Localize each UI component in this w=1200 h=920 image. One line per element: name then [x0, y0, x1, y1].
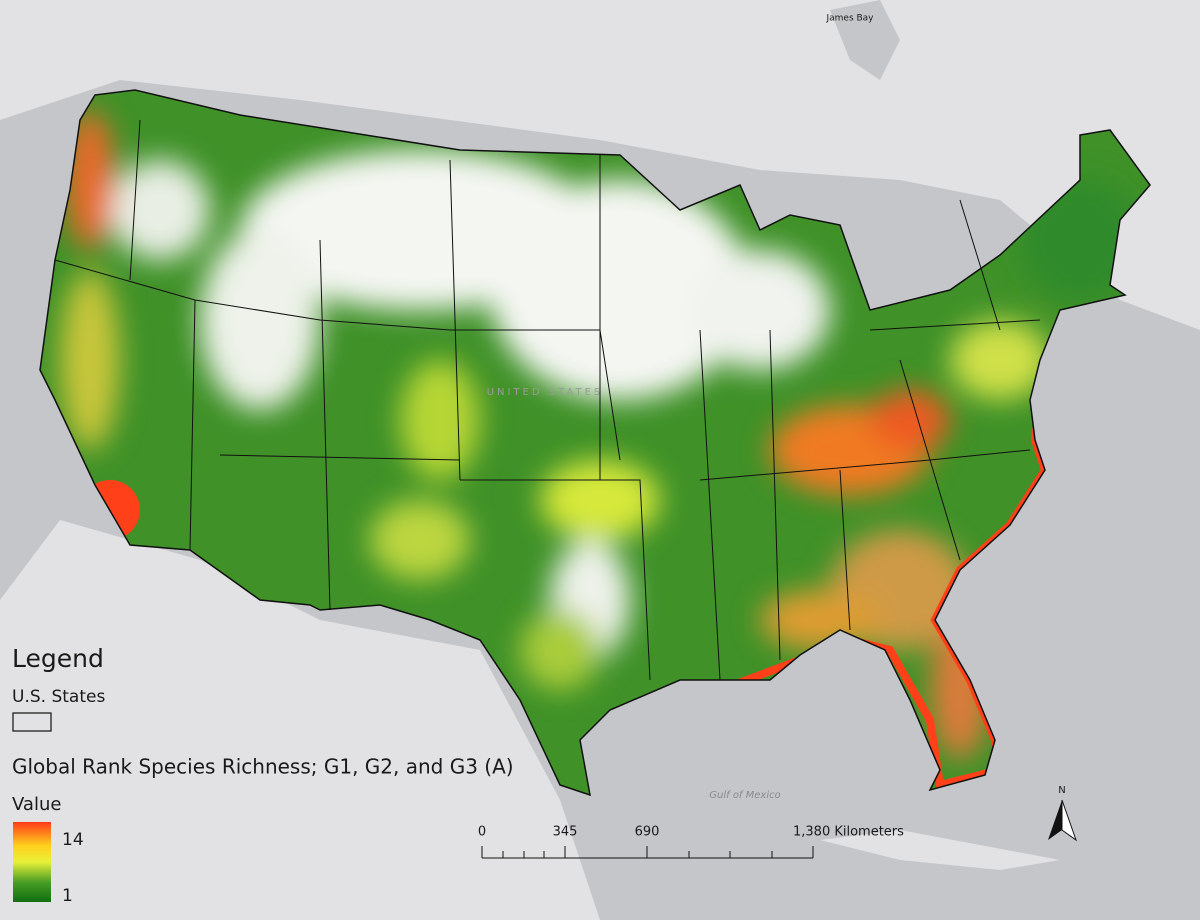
- scale-bar: [481, 846, 814, 859]
- north-label: N: [1058, 785, 1065, 796]
- scale-label: 0: [478, 825, 486, 840]
- legend-layer-name: U.S. States: [12, 687, 105, 707]
- country-label: UNITED STATES: [487, 387, 604, 398]
- scale-label: 1,380 Kilometers: [793, 825, 904, 840]
- scale-label: 690: [635, 825, 660, 840]
- mexico: [0, 520, 600, 920]
- scale-label: 345: [553, 825, 578, 840]
- james-bay: [830, 0, 900, 80]
- legend-low: 1: [62, 886, 73, 906]
- legend-high: 14: [62, 830, 84, 850]
- state-lines: [54, 119, 1041, 681]
- legend-states-symbol: [12, 712, 52, 732]
- canada: [0, 0, 1200, 330]
- gulf-label: Gulf of Mexico: [709, 790, 780, 801]
- legend-layer-name: Global Rank Species Richness; G1, G2, an…: [12, 755, 514, 779]
- bay-label: James Bay: [825, 14, 874, 24]
- legend-field: Value: [12, 794, 61, 815]
- cuba: [820, 830, 1060, 870]
- legend-color-ramp: [13, 822, 51, 902]
- legend-title: Legend: [12, 644, 104, 673]
- north-arrow-half: [1061, 799, 1077, 842]
